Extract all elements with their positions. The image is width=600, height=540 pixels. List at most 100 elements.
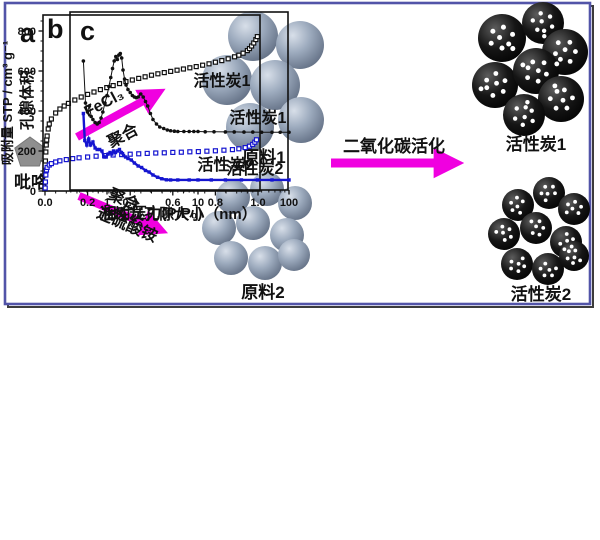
pore-dot-icon — [573, 248, 578, 253]
data-point-series2 — [119, 150, 124, 155]
data-point-series2 — [88, 143, 93, 147]
data-point-series2 — [195, 149, 201, 155]
data-point-series1 — [43, 142, 49, 148]
pore-dot-icon — [494, 230, 499, 234]
pore-dot-icon — [566, 249, 571, 254]
pore-dot-icon — [520, 62, 526, 68]
data-point-series1 — [97, 86, 103, 93]
data-point-series1 — [83, 101, 88, 105]
data-point-series2 — [170, 149, 176, 155]
data-point-series2 — [83, 138, 87, 143]
data-point-series2 — [178, 149, 184, 155]
pore-dot-icon — [525, 65, 531, 71]
data-point-series2 — [147, 170, 151, 174]
pore-dot-icon — [543, 184, 548, 189]
pore-dot-icon — [569, 244, 574, 249]
data-point-series2 — [153, 150, 159, 156]
data-point-series2 — [255, 178, 260, 182]
pore-dot-icon — [530, 231, 535, 235]
data-point-series2 — [204, 148, 210, 154]
pore-dot-icon — [554, 88, 560, 94]
pore-dot-icon — [534, 224, 538, 229]
pore-dot-icon — [579, 204, 583, 209]
data-point-series1 — [187, 129, 191, 134]
data-point-series1 — [161, 126, 166, 131]
pore-dot-icon — [516, 261, 521, 266]
data-point-series1 — [142, 74, 148, 80]
synthesis-scheme-panel: a 吡咯 FeCl₃ 聚合 聚合 过硫酸铵 原料1 — [3, 1, 594, 308]
data-point-series2 — [236, 146, 242, 152]
data-point-series2 — [93, 146, 97, 150]
x-tick-label: 0.2 — [80, 197, 95, 209]
pore-dot-icon — [525, 75, 531, 81]
data-point-series1 — [193, 63, 199, 70]
data-point-series1 — [196, 129, 200, 134]
data-point-series1 — [176, 129, 180, 134]
data-point-series1 — [116, 80, 123, 87]
data-point-series2 — [160, 177, 164, 181]
data-point-series2 — [155, 175, 160, 179]
pore-dot-icon — [509, 200, 514, 205]
y-tick-label: 400 — [18, 106, 36, 118]
pore-dot-icon — [572, 255, 577, 260]
data-point-series2 — [127, 151, 133, 157]
data-point-series1 — [212, 59, 218, 65]
pore-dot-icon — [493, 71, 499, 76]
data-point-series2 — [117, 147, 122, 152]
data-point-series1 — [85, 110, 90, 114]
x-tick-label: 1.0 — [250, 197, 265, 209]
data-point-series1 — [187, 65, 193, 71]
data-point-series2 — [63, 157, 69, 163]
data-point-series2 — [43, 172, 49, 178]
pore-dot-icon — [547, 14, 553, 19]
pore-dot-icon — [499, 45, 505, 51]
data-point-series2 — [42, 179, 49, 185]
pore-dot-icon — [529, 108, 534, 113]
activated-carbon-1-label: 活性炭1 — [506, 134, 566, 154]
data-point-series1 — [250, 130, 255, 134]
data-point-series2 — [104, 155, 108, 159]
plot-frame — [69, 11, 289, 191]
data-point-series2 — [121, 153, 126, 158]
pore-dot-icon — [490, 93, 496, 98]
monomer-label: 吡咯 — [14, 172, 49, 192]
data-point-series1 — [212, 130, 216, 134]
pore-dot-icon — [538, 266, 543, 271]
data-point-series1 — [174, 67, 180, 73]
pore-dot-icon — [515, 195, 519, 200]
series2-label-c: 活性炭2 — [227, 159, 284, 178]
pore-dot-icon — [539, 19, 544, 24]
data-point-series1 — [143, 99, 148, 104]
data-point-series1 — [45, 126, 51, 132]
pore-dot-icon — [520, 199, 525, 204]
data-point-series1 — [223, 130, 228, 134]
data-point-series1 — [225, 56, 231, 62]
pore-dot-icon — [545, 191, 550, 196]
data-point-series2 — [93, 153, 99, 159]
data-point-series1 — [203, 130, 208, 134]
y-axis-label-c: 孔隙体积 — [18, 70, 36, 130]
raw-material-2-spheres — [202, 172, 312, 280]
data-point-series1 — [168, 128, 173, 133]
pore-dot-icon — [530, 59, 536, 65]
data-point-series1 — [192, 129, 196, 134]
pore-dot-icon — [561, 87, 567, 93]
x-tick-label: 0.4 — [123, 197, 139, 209]
data-point-series1 — [48, 116, 54, 122]
data-point-series1 — [110, 66, 115, 71]
pore-dot-icon — [553, 191, 557, 196]
data-point-series1 — [254, 33, 260, 40]
pore-dot-icon — [564, 105, 570, 111]
pore-dot-icon — [558, 241, 563, 246]
data-point-series1 — [110, 82, 116, 89]
data-point-series1 — [105, 93, 109, 98]
series1-label-c: 活性炭1 — [230, 108, 287, 127]
data-point-series1 — [118, 51, 123, 56]
x-tick-label: 0.8 — [208, 197, 223, 209]
pore-dot-icon — [541, 28, 547, 34]
data-point-series1 — [182, 129, 186, 134]
data-point-series1 — [259, 130, 264, 135]
data-point-series2 — [111, 149, 116, 153]
data-point-series2 — [84, 154, 91, 160]
data-point-series1 — [43, 149, 49, 155]
